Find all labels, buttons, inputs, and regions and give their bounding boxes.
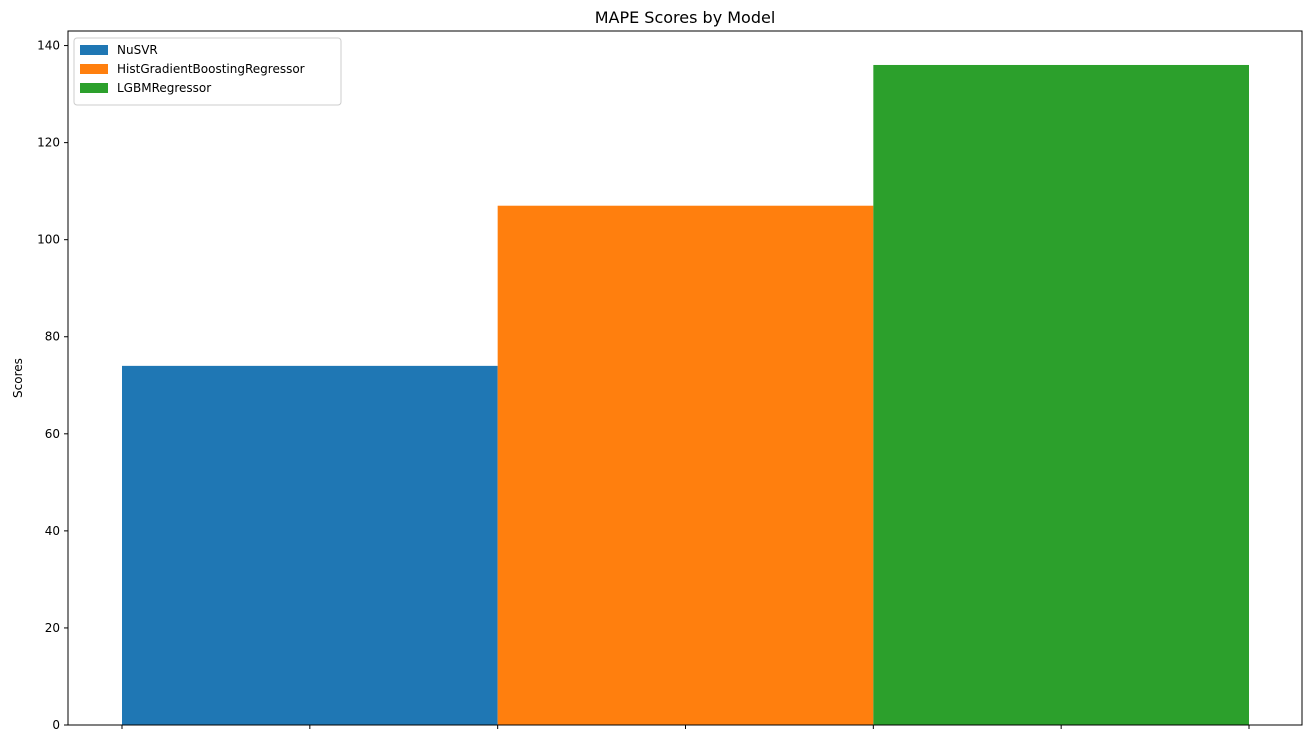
y-tick-label: 140 — [37, 39, 60, 53]
legend[interactable]: NuSVR HistGradientBoostingRegressor LGBMRe… — [73, 37, 342, 106]
legend-swatch-nusvr — [80, 45, 108, 55]
y-tick-label: 120 — [37, 136, 60, 150]
y-tick-label: 100 — [37, 233, 60, 247]
bar-histgradientboostingregressor — [497, 205, 874, 726]
y-tick-label: 60 — [45, 427, 60, 441]
bar-nusvr — [122, 365, 498, 725]
legend-label-histgradientboostingregressor: HistGradientBoostingRegressor — [117, 62, 305, 76]
y-axis: 0 20 40 60 80 100 120 140 — [37, 39, 68, 732]
y-tick-label: 20 — [45, 621, 60, 635]
legend-label-nusvr: NuSVR — [117, 43, 158, 57]
y-tick-label: 40 — [45, 524, 60, 538]
y-tick-label: 0 — [52, 718, 60, 732]
legend-frame — [73, 37, 342, 106]
legend-swatch-lgbmregressor — [80, 83, 108, 93]
legend-swatch-histgradientboostingregressor — [80, 64, 108, 74]
chart-title: MAPE Scores by Model — [595, 8, 776, 27]
bars — [122, 64, 1249, 726]
bar-lgbmregressor — [873, 64, 1249, 725]
x-axis — [121, 725, 1250, 729]
y-tick-label: 80 — [45, 330, 60, 344]
legend-label-lgbmregressor: LGBMRegressor — [117, 81, 211, 95]
y-axis-label: Scores — [11, 358, 25, 398]
